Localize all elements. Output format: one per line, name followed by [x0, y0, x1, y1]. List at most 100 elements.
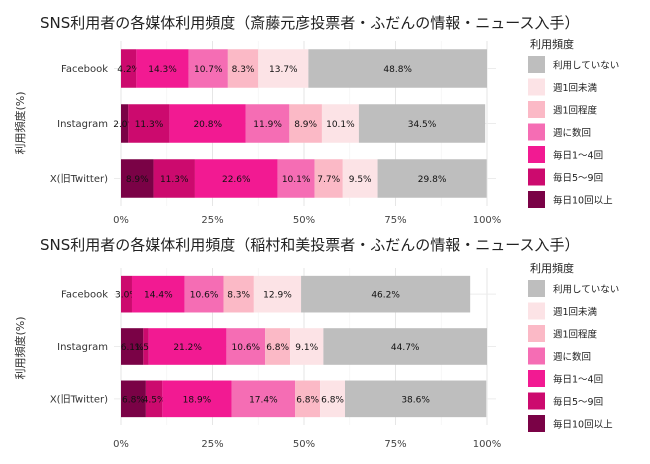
legend-label: 週に数回 — [553, 351, 591, 363]
data-label: 10.7% — [194, 65, 223, 75]
bar-segment — [121, 159, 154, 198]
bar-segment — [290, 328, 324, 365]
bar-segment — [148, 328, 227, 365]
bar-segment — [231, 380, 296, 418]
x-tick-label: 0% — [113, 215, 129, 226]
data-label: 38.6% — [401, 395, 430, 405]
data-label: 44.7% — [391, 343, 420, 353]
x-tick-label: 50% — [293, 439, 315, 450]
bar-segment — [226, 328, 266, 365]
legend-swatch — [528, 280, 545, 297]
legend-label: 週に数回 — [553, 127, 591, 139]
data-label: 6.1% — [121, 343, 144, 353]
category-label: X(旧Twitter) — [50, 173, 108, 185]
bar-segment — [121, 328, 144, 365]
data-label: 13.7% — [269, 65, 298, 75]
chart-title-1: SNS利用者の各媒体利用頻度（斎藤元彦投票者・ふだんの情報・ニュース入手） — [40, 14, 580, 32]
legend-label: 毎日5〜9回 — [553, 396, 603, 408]
category-label: Facebook — [61, 290, 108, 301]
legend-swatch — [528, 56, 545, 73]
legend-label: 週1回程度 — [553, 105, 598, 117]
bar-segment — [358, 104, 486, 143]
legend-swatch — [528, 191, 545, 208]
data-label: 9.1% — [295, 343, 318, 353]
chart-panel-1: Facebook 4.2% 14.3% 10.7% 8.3% 13.7% 48.8% Inst… — [50, 41, 501, 226]
legend-label: 毎日1〜4回 — [553, 374, 603, 386]
bar-segment — [169, 104, 246, 143]
bar-segment — [128, 104, 170, 143]
legend-label: 利用していない — [553, 60, 619, 72]
bar-segment — [223, 275, 254, 313]
bar-segment — [162, 380, 232, 418]
data-label: 34.5% — [408, 120, 437, 130]
bar-segment — [289, 104, 322, 143]
data-label: 11.9% — [253, 120, 282, 130]
data-label: 10.1% — [282, 175, 311, 185]
x-tick-label: 25% — [201, 439, 223, 450]
bar-segment — [184, 275, 224, 313]
bar-segment — [323, 328, 487, 365]
data-label: 3.0% — [115, 291, 138, 301]
data-label: 10.6% — [232, 343, 261, 353]
legend-swatch — [528, 370, 545, 387]
category-label: Facebook — [61, 64, 108, 75]
data-label: 14.3% — [148, 65, 177, 75]
legend-label: 毎日10回以上 — [553, 195, 613, 207]
data-label: 8.9% — [126, 175, 149, 185]
chart-title-2: SNS利用者の各媒体利用頻度（稲村和美投票者・ふだんの情報・ニュース入手） — [40, 236, 580, 254]
legend-swatch — [528, 325, 545, 342]
bar-segment — [121, 275, 132, 313]
legend-title-2: 利用頻度 — [530, 261, 574, 275]
data-label: 10.6% — [190, 291, 219, 301]
legend-swatch — [528, 168, 545, 186]
data-label: 9.5% — [349, 175, 372, 185]
bar-segment — [277, 159, 315, 198]
legend-swatch — [528, 302, 545, 320]
bar-segment — [227, 49, 259, 88]
data-label: 11.3% — [135, 120, 164, 130]
bar-segment — [301, 275, 471, 313]
data-label: 29.8% — [418, 175, 447, 185]
legend-label: 毎日1〜4回 — [553, 150, 603, 162]
bar-segment — [245, 104, 290, 143]
legend-swatch — [528, 146, 545, 163]
data-label: 48.8% — [383, 65, 412, 75]
data-label: 10.1% — [326, 120, 355, 130]
legend-swatch — [528, 78, 545, 96]
data-label: 4.2% — [117, 65, 140, 75]
data-label: 8.3% — [227, 291, 250, 301]
bar-segment — [265, 328, 291, 365]
bar-segment — [321, 104, 359, 143]
legend-swatch — [528, 123, 545, 141]
bar-segment — [136, 49, 189, 88]
legend-swatch — [528, 347, 545, 365]
category-label: X(旧Twitter) — [50, 393, 108, 405]
data-label: 17.4% — [249, 395, 278, 405]
data-label: 18.9% — [183, 395, 212, 405]
data-label: 4.5% — [143, 395, 166, 405]
bar-segment — [143, 328, 149, 365]
bar-segment — [131, 275, 185, 313]
legend-swatch — [528, 101, 545, 118]
data-label: 22.6% — [222, 175, 251, 185]
legend-label: 週1回未満 — [553, 82, 598, 94]
data-label: 21.2% — [173, 343, 202, 353]
bar-segment — [344, 380, 487, 418]
data-label: 20.8% — [193, 120, 222, 130]
bar-segment — [153, 159, 195, 198]
bar-segment — [253, 275, 302, 313]
data-label: 11.3% — [160, 175, 189, 185]
bar-segment — [320, 380, 345, 418]
bar-segment — [314, 159, 343, 198]
data-label: 14.4% — [144, 291, 173, 301]
data-label: 2.0% — [113, 120, 136, 130]
y-axis-label-1: 利用頻度(%) — [13, 91, 27, 154]
bar-segment — [258, 49, 309, 88]
data-label: 6.8% — [296, 395, 319, 405]
data-label: 6.8% — [266, 343, 289, 353]
x-tick-label: 50% — [293, 215, 315, 226]
legend-label: 週1回程度 — [553, 329, 598, 341]
legend-label: 週1回未満 — [553, 306, 598, 318]
